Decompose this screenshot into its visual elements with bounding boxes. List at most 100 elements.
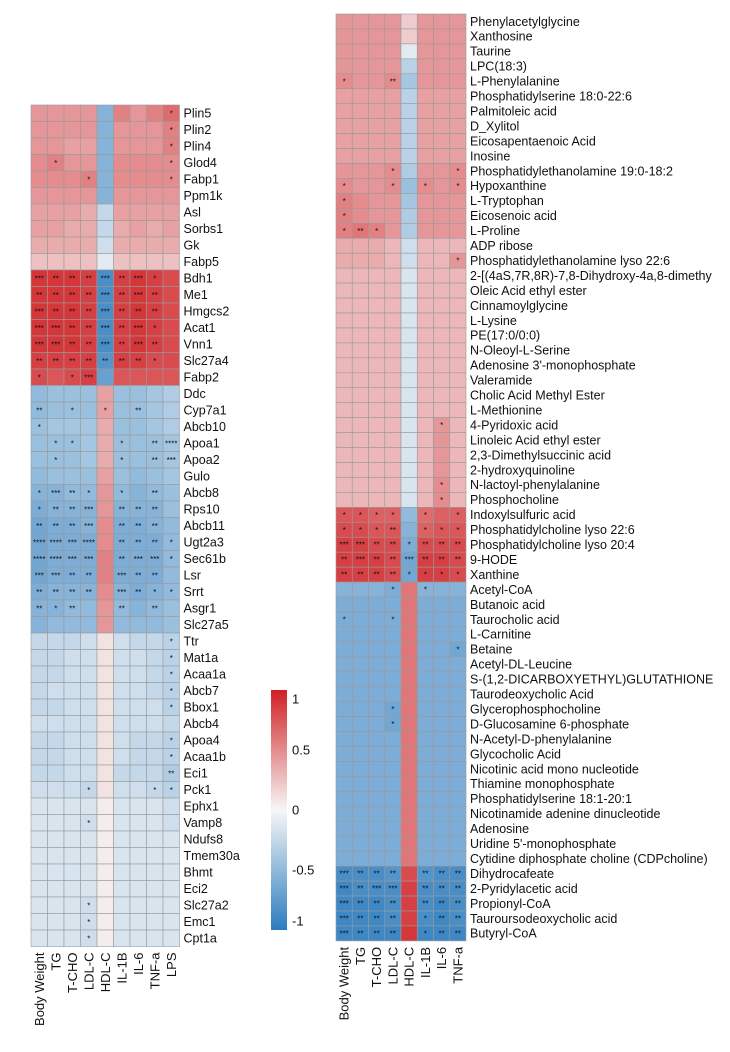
metabolite-cell <box>351 761 369 777</box>
gene-cell <box>162 880 180 898</box>
metabolite-cell <box>351 163 369 179</box>
gene-cell <box>63 632 81 650</box>
metabolite-cell <box>384 806 402 822</box>
metabolite-cell <box>368 731 386 747</box>
metabolite-cell <box>368 402 386 418</box>
gene-cell <box>113 682 131 700</box>
metabolite-cell <box>368 297 386 314</box>
gene-cell <box>47 649 65 667</box>
gene-cell <box>63 913 81 931</box>
gene-cell <box>80 632 98 650</box>
metabolite-cell <box>335 58 353 75</box>
significance-mark: * <box>170 687 173 696</box>
metabolite-cell <box>351 252 369 269</box>
gene-cell <box>129 682 147 700</box>
significance-mark: * <box>343 227 346 236</box>
metabolite-cell <box>351 806 369 822</box>
significance-mark: *** <box>35 274 44 283</box>
significance-mark: ** <box>69 357 75 366</box>
gene-cell <box>96 517 114 535</box>
significance-mark: * <box>408 541 411 550</box>
metabolite-cell <box>433 462 451 478</box>
gene-cell <box>113 880 131 898</box>
gene-cell <box>129 599 147 617</box>
metabolite-cell <box>351 581 369 598</box>
metabolite-label-phosphatidylserine-18-1-20-1: Phosphatidylserine 18:1-20:1 <box>470 792 632 806</box>
gene-cell <box>113 137 131 155</box>
metabolite-cell <box>400 477 418 493</box>
significance-mark: ** <box>86 357 92 366</box>
metabolite-cell <box>449 297 467 314</box>
significance-mark: * <box>54 604 57 613</box>
gene-cell <box>146 913 164 931</box>
gene-cell <box>30 665 48 683</box>
gene-cell <box>162 302 180 320</box>
gene-cell <box>129 863 147 881</box>
gene-cell <box>30 236 48 254</box>
metabolite-cell <box>433 13 451 30</box>
significance-mark: * <box>87 489 90 498</box>
gene-cell <box>96 368 114 386</box>
gene-cell <box>47 896 65 914</box>
metabolite-cell <box>433 148 451 164</box>
gene-cell <box>113 847 131 865</box>
significance-mark: ** <box>53 522 59 531</box>
metabolite-cell <box>400 357 418 374</box>
gene-label-glod4: Glod4 <box>184 156 217 170</box>
significance-mark: *** <box>84 555 93 564</box>
gene-cell <box>129 764 147 782</box>
gene-cell <box>96 500 114 518</box>
metabolite-cell <box>335 462 353 478</box>
metabolite-cell <box>400 342 418 359</box>
gene-label-hmgcs2: Hmgcs2 <box>184 305 230 319</box>
significance-mark: *** <box>134 274 143 283</box>
metabolite-cell <box>449 58 467 75</box>
metabolite-cell <box>449 611 467 628</box>
gene-cell <box>129 467 147 485</box>
metabolite-cell <box>351 28 369 45</box>
significance-mark: ** <box>357 929 363 938</box>
significance-mark: ** <box>455 870 461 879</box>
significance-mark: ** <box>439 914 445 923</box>
metabolite-cell <box>368 656 386 673</box>
metabolite-cell <box>368 193 386 209</box>
metabolite-cell <box>335 118 353 134</box>
gene-label-apoa1: Apoa1 <box>184 437 220 451</box>
gene-cell <box>47 814 65 832</box>
gene-cell <box>80 401 98 419</box>
significance-mark: ** <box>455 885 461 894</box>
gene-cell <box>96 484 114 502</box>
gene-cell <box>96 847 114 865</box>
significance-mark: *** <box>51 340 60 349</box>
gene-cell <box>146 121 164 139</box>
significance-mark: ** <box>102 357 108 366</box>
significance-mark: * <box>170 736 173 745</box>
metabolite-cell <box>433 447 451 463</box>
metabolite-cell <box>449 357 467 374</box>
gene-cell <box>113 203 131 221</box>
metabolite-cell <box>400 88 418 104</box>
significance-mark: * <box>87 175 90 184</box>
gene-cell <box>47 104 65 122</box>
gene-cell <box>96 104 114 122</box>
significance-mark: ** <box>390 929 396 938</box>
metabolite-cell <box>416 103 434 119</box>
significance-mark: * <box>456 511 459 520</box>
metabolite-cell <box>416 193 434 209</box>
metabolite-cell <box>351 342 369 359</box>
significance-mark: * <box>87 819 90 828</box>
gene-cell <box>96 698 114 716</box>
gene-cell <box>129 104 147 122</box>
gene-cell <box>162 847 180 865</box>
gene-cell <box>146 830 164 848</box>
significance-mark: ** <box>69 274 75 283</box>
significance-mark: * <box>424 914 427 923</box>
gene-cell <box>47 880 65 898</box>
metabolite-cell <box>416 835 434 852</box>
metabolite-cell <box>384 656 402 673</box>
metabolite-cell <box>449 43 467 60</box>
gene-cell <box>113 220 131 238</box>
metabolite-cell <box>335 581 353 598</box>
gene-cell <box>113 467 131 485</box>
metabolite-cell <box>335 312 353 329</box>
